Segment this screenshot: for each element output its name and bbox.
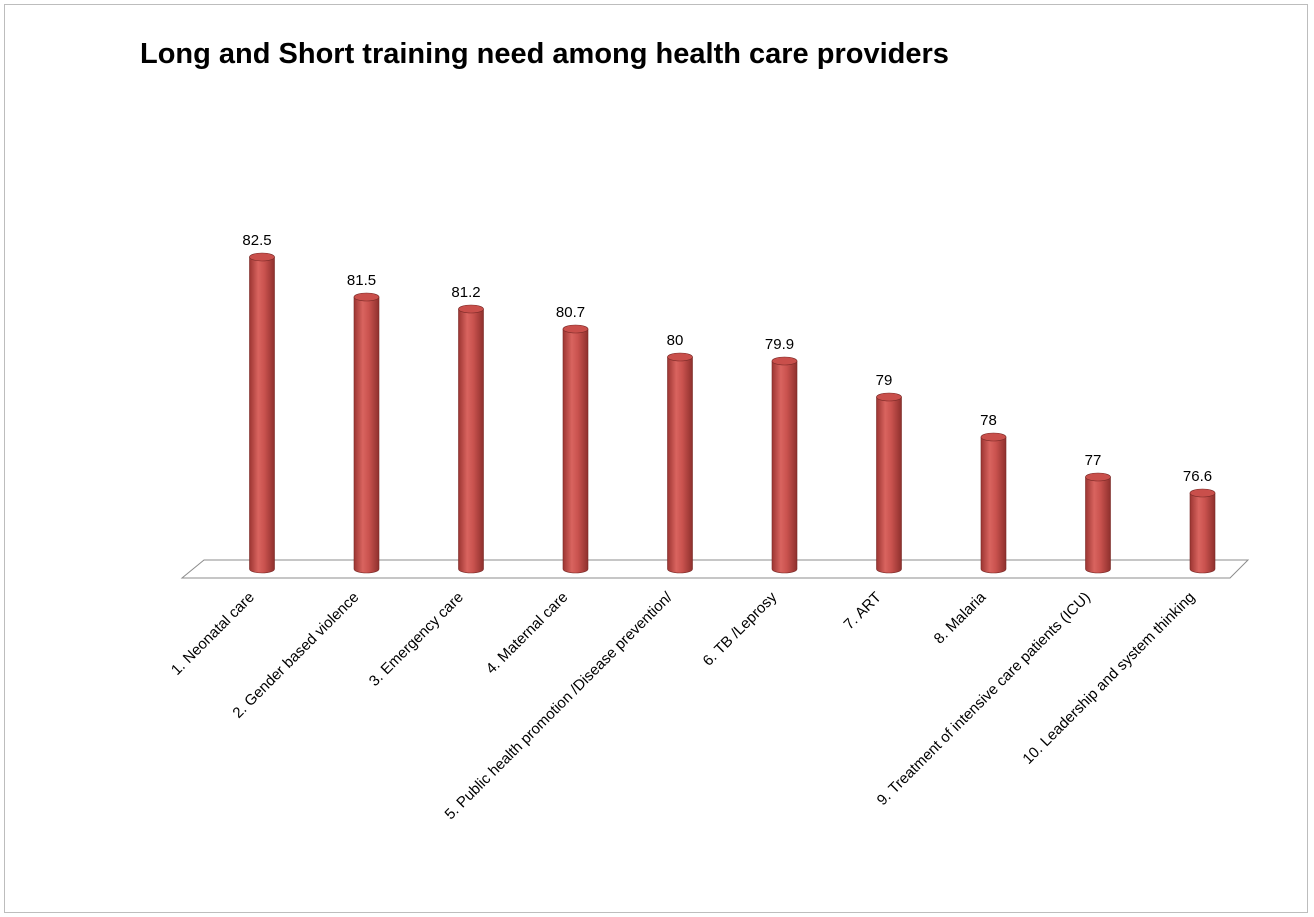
value-label: 79.9 <box>765 336 794 353</box>
bar <box>1189 488 1216 574</box>
bar <box>458 304 484 574</box>
category-label: 5. Public health promotion /Disease prev… <box>442 588 677 823</box>
value-label: 82.5 <box>242 232 271 249</box>
value-label: 78 <box>980 412 997 429</box>
category-label: 3. Emergency care <box>366 589 467 690</box>
value-label: 80 <box>667 332 684 349</box>
value-label: 81.2 <box>451 284 480 301</box>
bar <box>249 252 275 574</box>
category-label: 4. Maternal care <box>483 589 572 678</box>
value-label: 79 <box>876 372 893 389</box>
value-label: 77 <box>1085 452 1102 469</box>
value-label: 76.6 <box>1183 468 1212 485</box>
bar <box>980 432 1007 574</box>
bar <box>667 352 693 574</box>
bar <box>353 292 380 574</box>
category-label: 8. Malaria <box>931 588 990 647</box>
value-labels-group: 82.5 81.5 81.2 80.7 80 79.9 79 78 77 76.6 <box>242 232 1212 485</box>
bar <box>562 324 589 574</box>
category-label: 10. Leadership and system thinking <box>1019 589 1198 768</box>
value-label: 81.5 <box>347 272 376 289</box>
category-label: 1. Neonatal care <box>168 589 258 679</box>
bar <box>876 392 902 574</box>
chart-title: Long and Short training need among healt… <box>140 38 949 70</box>
bar <box>771 356 798 574</box>
chart-frame <box>4 4 1308 913</box>
bar <box>1085 472 1111 574</box>
category-label: 9. Treatment of intensive care patients … <box>874 589 1094 809</box>
category-label: 7. ART <box>841 589 885 633</box>
category-label: 6. TB /Leprosy <box>700 588 781 669</box>
value-label: 80.7 <box>556 304 585 321</box>
bars-group <box>249 252 1216 574</box>
